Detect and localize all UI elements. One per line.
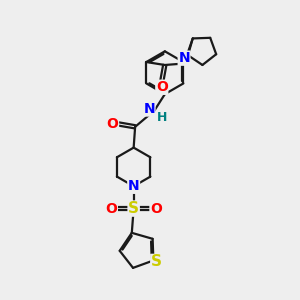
Text: N: N	[178, 51, 190, 65]
Text: O: O	[150, 202, 162, 216]
Text: N: N	[128, 179, 140, 193]
Text: O: O	[156, 80, 168, 94]
Text: N: N	[143, 102, 155, 116]
Text: O: O	[105, 202, 117, 216]
Text: S: S	[128, 201, 139, 216]
Text: S: S	[151, 254, 162, 269]
Text: H: H	[157, 110, 167, 124]
Text: O: O	[106, 117, 119, 131]
